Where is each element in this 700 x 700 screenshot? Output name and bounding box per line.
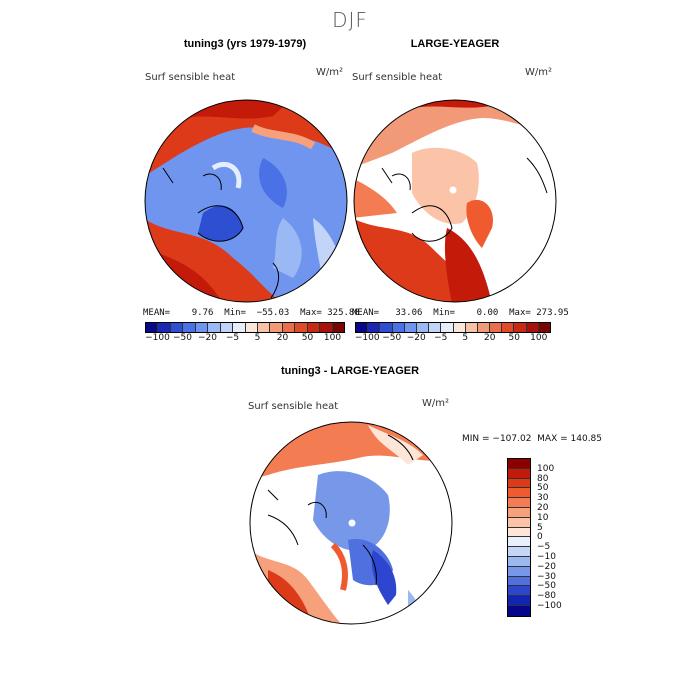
colorbar-swatch [158,323,171,332]
colorbar-level-label: −30 [537,571,556,582]
colorbar-tick-label: −20 [406,333,426,343]
colorbar-level-label: −100 [537,601,562,611]
colorbar-tick-label: 50 [508,333,520,343]
colorbar-tick-label: −100 [354,333,380,343]
panel1-units: W/m² [316,67,344,78]
colorbar-swatch [508,507,530,518]
colorbar-swatch [465,323,478,332]
colorbar-swatch [416,323,430,332]
colorbar-swatch [233,323,246,332]
colorbar-level-label: −20 [537,561,556,572]
colorbar-tick-label: −100 [145,333,170,343]
colorbar-level-label: 5 [537,522,543,533]
colorbar-swatch [508,498,530,508]
colorbar-swatch [477,323,491,332]
colorbar-level-label: 0 [537,532,543,543]
panel1-polar-map [144,99,348,303]
panel2-polar-map [353,99,557,303]
colorbar-swatch [508,576,530,587]
colorbar-swatch [514,323,527,332]
colorbar-swatch [508,488,530,499]
panel2-variable: Surf sensible heat [352,72,443,83]
colorbar-swatch [508,566,530,577]
colorbar-swatch [508,527,530,538]
panel1-title: tuning3 (yrs 1979-1979) [183,38,307,50]
colorbar-swatch [508,537,530,548]
colorbar-swatch [195,323,209,332]
colorbar-swatch [295,323,308,332]
colorbar-tick-label: 5 [254,333,261,343]
panel2-stats: MEAN= 33.06 Min= 0.00 Max= 273.95 [352,308,569,318]
colorbar-tick-label: 20 [276,333,289,343]
colorbar-swatch [508,596,530,606]
colorbar-swatch [508,459,530,469]
colorbar-swatch [392,323,405,332]
panel2-units: W/m² [525,67,553,78]
colorbar-level-label: −50 [537,581,556,592]
colorbar-swatch [183,323,196,332]
panel3-colorbar-labels: 100 80 50 30 20 10 5 0 −5 −10 −20 −30 −50 −80 −100 [537,458,577,618]
panel1-colorbar: −100 −50 −20 −5 5 20 50 100 [145,322,345,343]
colorbar-tick-label: 100 [323,333,342,343]
colorbar-swatch [502,323,515,332]
colorbar-swatch [538,323,550,332]
colorbar-swatch [257,323,271,332]
colorbar-tick-label: −50 [173,333,192,343]
colorbar-swatch [356,323,369,332]
colorbar-swatch [220,323,234,332]
colorbar-swatch [508,586,530,597]
colorbar-tick-label: 50 [301,333,314,343]
colorbar-swatch [368,323,381,332]
colorbar-level-label: 30 [537,493,549,504]
colorbar-tick-label: 100 [530,333,548,343]
colorbar-swatch [508,468,530,479]
colorbar-swatch [441,323,454,332]
colorbar-swatch [453,323,466,332]
colorbar-level-label: 20 [537,503,549,513]
colorbar-level-label: 10 [537,512,549,523]
panel3-polar-map [249,421,453,625]
colorbar-swatch [404,323,417,332]
colorbar-tick-label: −20 [198,333,217,343]
colorbar-swatch [508,547,530,557]
colorbar-level-label: 50 [537,483,549,494]
colorbar-swatch [429,323,442,332]
panel1-stats: MEAN= 9.76 Min= −55.03 Max= 325.88 [143,308,360,318]
colorbar-tick-label: −50 [382,333,402,343]
colorbar-level-label: 100 [537,463,555,474]
colorbar-swatch [282,323,296,332]
panel1-variable: Surf sensible heat [145,72,236,83]
panel3-colorbar [507,458,531,617]
colorbar-tick-label: −5 [434,333,448,343]
panel2-title: LARGE-YEAGER [410,38,500,50]
panel3-stats: MIN = −107.02 MAX = 140.85 [462,434,603,444]
colorbar-swatch [245,323,258,332]
colorbar-swatch [380,323,393,332]
colorbar-swatch [508,605,530,616]
colorbar-swatch [270,323,283,332]
colorbar-tick-label: 20 [484,333,496,343]
panel3-title: tuning3 - LARGE-YEAGER [280,365,420,377]
colorbar-swatch [208,323,221,332]
colorbar-level-label: 80 [537,473,549,484]
colorbar-swatch [146,323,159,332]
colorbar-swatch [490,323,503,332]
colorbar-swatch [508,517,530,528]
colorbar-tick-label: −5 [225,333,240,343]
colorbar-swatch [170,323,184,332]
colorbar-swatch [508,556,530,567]
colorbar-level-label: −80 [537,591,556,602]
panel3-units: W/m² [422,398,450,409]
panel2-colorbar: −100 −50 −20 −5 5 20 50 100 [355,322,551,343]
colorbar-swatch [526,323,539,332]
colorbar-tick-label: 5 [462,333,469,343]
colorbar-swatch [307,323,321,332]
panel3-variable: Surf sensible heat [248,401,339,412]
colorbar-swatch [508,478,530,489]
figure-title: DJF [332,8,368,32]
colorbar-swatch [332,323,344,332]
colorbar-level-label: −5 [537,542,551,553]
colorbar-swatch [320,323,333,332]
colorbar-level-label: −10 [537,552,556,562]
